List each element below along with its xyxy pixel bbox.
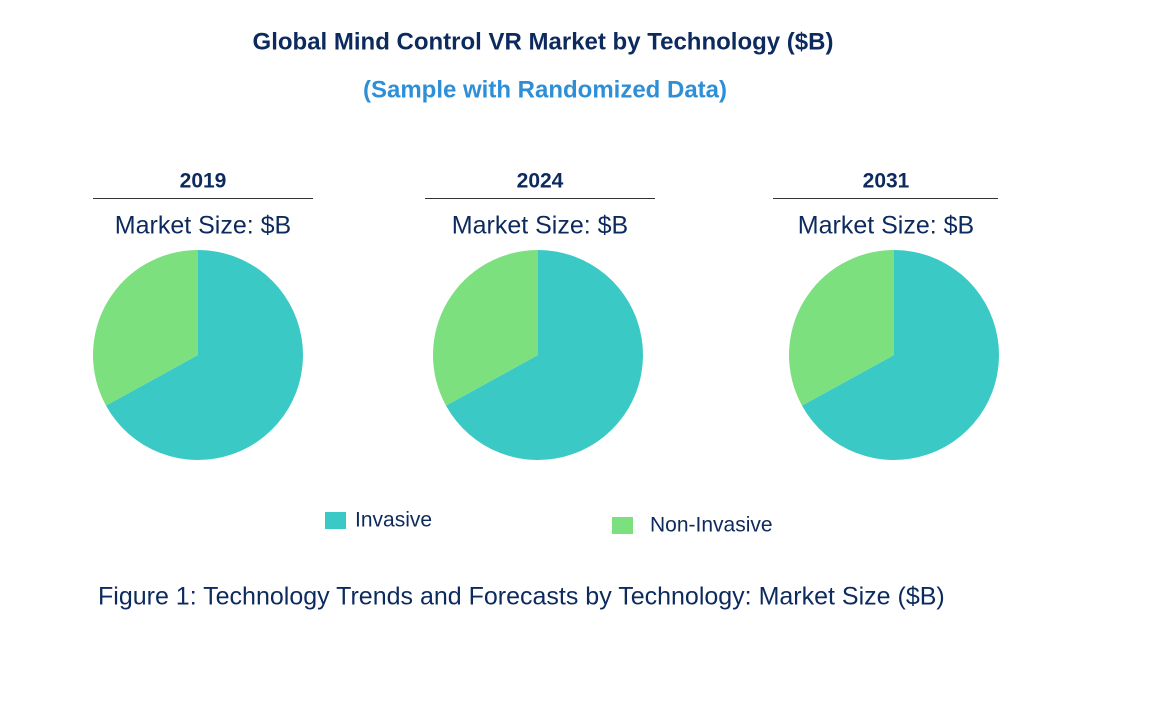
pie-title: 2031	[863, 170, 910, 193]
chart-title: Global Mind Control VR Market by Technol…	[253, 28, 834, 55]
pie-slice	[432, 250, 538, 406]
pie-slice	[789, 250, 894, 406]
legend-label: Non-Invasive	[650, 514, 773, 537]
pie-title: 2024	[517, 170, 564, 193]
pie-slice	[801, 250, 1000, 460]
pie-slice	[92, 250, 198, 406]
pie-title: 2019	[180, 170, 227, 193]
pie-slice	[445, 250, 644, 460]
legend-swatch	[612, 517, 633, 534]
pie-subtitle: Market Size: $B	[452, 212, 628, 240]
legend-swatch	[325, 512, 346, 529]
figure-caption: Figure 1: Technology Trends and Forecast…	[98, 583, 945, 611]
chart-subtitle: (Sample with Randomized Data)	[363, 76, 727, 103]
pie-subtitle: Market Size: $B	[798, 212, 974, 240]
pie-slice	[105, 250, 304, 460]
legend-label: Invasive	[355, 509, 432, 532]
pie-subtitle: Market Size: $B	[115, 212, 291, 240]
